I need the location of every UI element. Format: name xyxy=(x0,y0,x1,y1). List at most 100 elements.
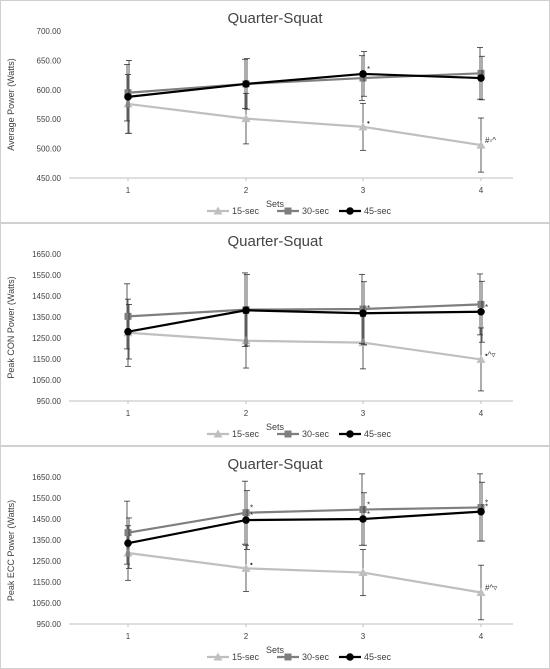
y-tick-label: 1550.00 xyxy=(32,494,61,503)
x-tick-label: 2 xyxy=(244,632,249,641)
legend-marker xyxy=(284,653,292,661)
y-tick-label: 1650.00 xyxy=(32,250,61,259)
x-tick-label: 3 xyxy=(361,632,366,641)
y-tick-label: 550.00 xyxy=(37,115,62,124)
series-line xyxy=(127,102,482,147)
series-line xyxy=(127,510,482,545)
data-point xyxy=(477,300,485,308)
data-point xyxy=(241,563,251,572)
y-axis-label: Peak ECC Power (Watts) xyxy=(6,500,16,601)
x-tick-label: 1 xyxy=(126,409,131,418)
series-45-sec xyxy=(124,481,485,569)
chart-panel-average-power: Quarter-Squat 450.00 500.00 550.00 600.00 650… xyxy=(0,0,550,223)
y-tick-label: 1550.00 xyxy=(32,271,61,280)
y-tick-label: 500.00 xyxy=(37,145,62,154)
significance-marker: * xyxy=(485,503,488,512)
legend-label: 15-sec xyxy=(232,206,260,216)
y-tick-label: 600.00 xyxy=(37,86,62,95)
x-tick-label: 2 xyxy=(244,186,249,195)
y-tick-label: 1150.00 xyxy=(33,355,62,364)
data-point xyxy=(124,93,132,101)
data-point xyxy=(242,516,250,524)
x-axis-label: Sets xyxy=(266,199,285,209)
legend-label: 45-sec xyxy=(364,652,392,662)
x-tick-label: 4 xyxy=(479,186,484,195)
data-point xyxy=(476,354,486,363)
y-axis-label: Peak CON Power (Watts) xyxy=(6,276,16,378)
data-point xyxy=(477,69,485,77)
legend-marker xyxy=(284,207,292,215)
x-axis-label: Sets xyxy=(266,422,285,432)
data-point xyxy=(477,507,485,516)
x-tick-label: 1 xyxy=(126,632,131,641)
x-tick-label: 3 xyxy=(361,409,366,418)
x-tick-label: 4 xyxy=(479,409,484,418)
data-point xyxy=(358,122,368,131)
series-15-sec xyxy=(123,74,486,173)
x-axis-label: Sets xyxy=(266,645,285,655)
legend-label: 30-sec xyxy=(302,652,330,662)
y-tick-label: 1050.00 xyxy=(32,376,61,385)
data-point xyxy=(242,306,250,315)
legend-label: 45-sec xyxy=(364,206,392,216)
data-point xyxy=(359,515,367,523)
y-tick-label: 650.00 xyxy=(37,56,62,65)
y-tick-label: 1250.00 xyxy=(32,334,61,343)
data-point xyxy=(242,509,250,517)
significance-marker: #◦^ xyxy=(485,136,496,145)
significance-marker: * xyxy=(485,498,488,507)
data-point xyxy=(124,327,132,336)
series-line xyxy=(127,331,482,361)
data-point xyxy=(359,305,367,313)
chart-panel-peak-con-power: Quarter-Squat 950.00 1050.00 1150.00 1250.00… xyxy=(0,223,550,446)
x-tick-label: 2 xyxy=(244,409,249,418)
data-point xyxy=(359,506,367,514)
data-point xyxy=(241,336,251,345)
legend-marker xyxy=(213,429,223,438)
series-line xyxy=(127,506,482,534)
chart-panel-peak-ecc-power: Quarter-Squat 950.00 1050.00 1150.00 1250.00… xyxy=(0,446,550,669)
data-point xyxy=(476,140,486,149)
series-line xyxy=(127,303,482,318)
data-point xyxy=(476,588,486,596)
legend-marker xyxy=(213,652,223,661)
significance-marker: * xyxy=(250,511,253,520)
chart-title: Quarter-Squat xyxy=(227,233,323,250)
data-point xyxy=(359,74,367,82)
series-line xyxy=(127,72,482,98)
y-tick-label: 950.00 xyxy=(37,620,62,629)
data-point xyxy=(123,99,133,108)
legend-label: 15-sec xyxy=(232,652,260,662)
legend-label: 30-sec xyxy=(302,429,330,439)
significance-marker: * xyxy=(367,510,370,519)
y-tick-label: 1250.00 xyxy=(32,557,61,566)
series-15-sec xyxy=(123,525,486,621)
chart-title: Quarter-Squat xyxy=(227,456,323,473)
legend-label: 45-sec xyxy=(364,429,392,439)
legend-label: 30-sec xyxy=(302,206,330,216)
significance-marker: * xyxy=(250,504,253,513)
y-tick-label: 950.00 xyxy=(37,397,62,406)
data-point xyxy=(358,568,368,577)
significance-marker: * xyxy=(367,65,370,74)
y-tick-label: 1650.00 xyxy=(32,473,61,482)
significance-marker: • xyxy=(367,118,370,127)
y-tick-label: 700.00 xyxy=(37,27,62,36)
significance-marker: • xyxy=(250,559,253,568)
x-tick-label: 4 xyxy=(479,632,484,641)
data-point xyxy=(124,539,132,547)
significance-marker: * xyxy=(367,501,370,510)
data-point xyxy=(241,114,251,123)
chart-average-power: Quarter-Squat 450.00 500.00 550.00 600.00 650… xyxy=(6,10,513,216)
data-point xyxy=(359,309,367,318)
data-point xyxy=(124,312,132,320)
series-line xyxy=(127,551,482,594)
y-tick-label: 1050.00 xyxy=(32,599,61,608)
y-tick-label: 450.00 xyxy=(37,174,62,183)
significance-marker: •^▿ xyxy=(485,350,496,359)
legend-marker xyxy=(346,653,354,661)
y-tick-label: 1350.00 xyxy=(32,313,61,322)
series-45-sec xyxy=(124,51,485,134)
y-tick-label: 1450.00 xyxy=(32,292,61,301)
